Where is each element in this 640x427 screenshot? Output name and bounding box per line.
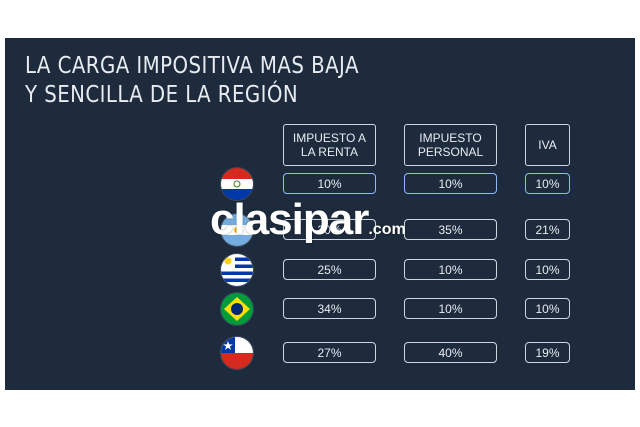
uruguay-flag-icon bbox=[221, 254, 253, 286]
header-iva: IVA bbox=[525, 124, 570, 166]
row-chile-renta: 27% bbox=[283, 342, 376, 363]
row-paraguay-renta: 10% bbox=[283, 173, 376, 194]
header-impuesto-renta: IMPUESTO A LA RENTA bbox=[283, 124, 376, 166]
header-iva-label: IVA bbox=[538, 138, 557, 152]
row-argentina-renta: 30% bbox=[283, 219, 376, 240]
row-brazil-iva: 10% bbox=[525, 298, 570, 319]
row-brazil-renta: 34% bbox=[283, 298, 376, 319]
argentina-flag-icon bbox=[221, 214, 253, 246]
tax-comparison-slide: LA CARGA IMPOSITIVA MAS BAJA Y SENCILLA … bbox=[5, 38, 635, 390]
row-paraguay-personal: 10% bbox=[404, 173, 497, 194]
row-chile-personal: 40% bbox=[404, 342, 497, 363]
watermark-suffix: .com bbox=[368, 221, 406, 238]
chile-flag-icon bbox=[221, 337, 253, 369]
title-line-2: Y SENCILLA DE LA REGIÓN bbox=[25, 82, 299, 108]
header-renta-line-1: IMPUESTO A bbox=[292, 131, 367, 145]
header-personal-line-2: PERSONAL bbox=[417, 145, 484, 159]
row-argentina-iva: 21% bbox=[525, 219, 570, 240]
header-impuesto-personal: IMPUESTO PERSONAL bbox=[404, 124, 497, 166]
slide-title: LA CARGA IMPOSITIVA MAS BAJA Y SENCILLA … bbox=[25, 52, 359, 110]
clasipar-watermark: clasipar.com bbox=[210, 198, 406, 252]
row-argentina-personal: 35% bbox=[404, 219, 497, 240]
row-uruguay-renta: 25% bbox=[283, 259, 376, 280]
row-paraguay-iva: 10% bbox=[525, 173, 570, 194]
row-uruguay-personal: 10% bbox=[404, 259, 497, 280]
header-personal-line-1: IMPUESTO bbox=[419, 131, 482, 145]
row-brazil-personal: 10% bbox=[404, 298, 497, 319]
paraguay-flag-icon bbox=[221, 168, 253, 200]
watermark-main: clasipar bbox=[210, 195, 369, 244]
row-uruguay-iva: 10% bbox=[525, 259, 570, 280]
brazil-flag-icon bbox=[221, 293, 253, 325]
title-line-1: LA CARGA IMPOSITIVA MAS BAJA bbox=[25, 53, 359, 79]
header-renta-line-2: LA RENTA bbox=[300, 145, 359, 159]
row-chile-iva: 19% bbox=[525, 342, 570, 363]
